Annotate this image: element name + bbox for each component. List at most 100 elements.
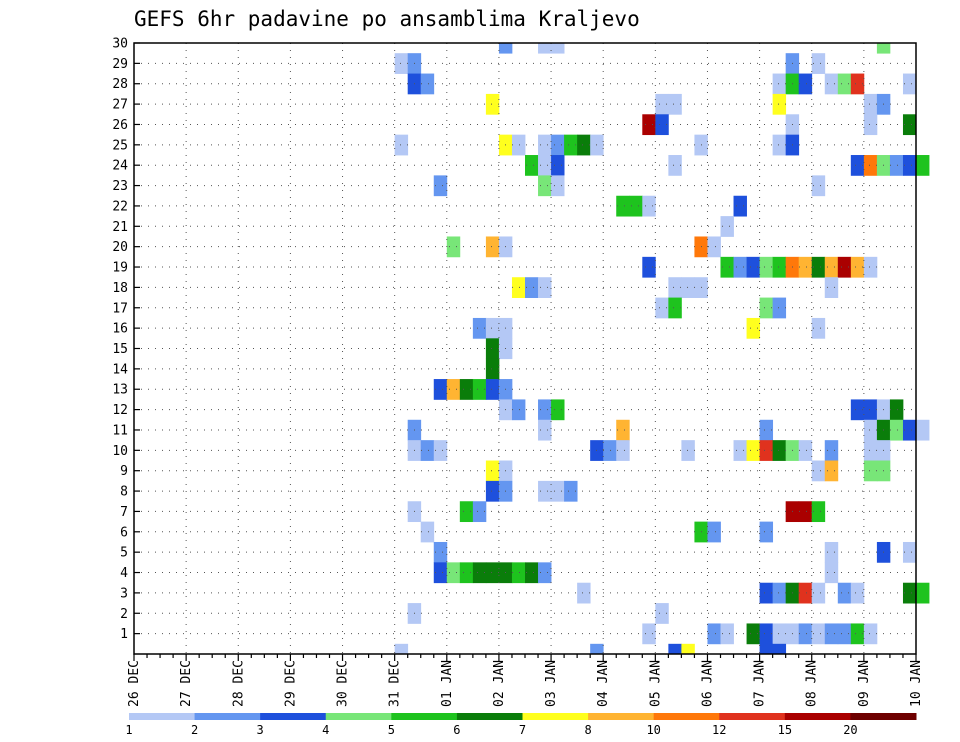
y-tick-label: 18 [112, 281, 128, 296]
legend-swatch [129, 713, 196, 720]
heatmap-cell [916, 155, 930, 176]
legend-label: 8 [584, 723, 591, 737]
heatmap-cell [889, 419, 904, 441]
heatmap-cell [902, 419, 917, 441]
heatmap-cell [824, 623, 839, 645]
heatmap-cell [772, 256, 787, 278]
heatmap-cell [902, 73, 917, 95]
heatmap-cell [902, 582, 917, 604]
x-tick-label: 07 JAN [753, 660, 768, 707]
y-tick-label: 22 [112, 199, 128, 214]
y-tick-label: 16 [112, 322, 128, 337]
legend-swatch [325, 713, 392, 720]
x-tick-label: 06 JAN [700, 660, 715, 707]
heatmap-cell [889, 399, 904, 421]
heatmap-cell [538, 43, 552, 54]
heatmap-cell [837, 256, 852, 278]
heatmap-cell [811, 317, 826, 339]
legend-swatch [653, 713, 720, 720]
x-tick-label: 30 DEC [336, 660, 351, 707]
heatmap-cell [759, 440, 774, 461]
heatmap-cell [772, 93, 787, 115]
y-tick-label: 14 [112, 362, 128, 377]
x-tick-label: 01 JAN [440, 660, 455, 707]
heatmap-cell [824, 460, 839, 482]
heatmap-cell [538, 155, 552, 176]
heatmap-cell [837, 582, 852, 604]
heatmap-cell [889, 155, 904, 176]
heatmap-cell [720, 256, 734, 278]
y-tick-label: 20 [112, 240, 128, 255]
legend-label: 3 [257, 723, 264, 737]
x-tick-label: 09 JAN [857, 660, 872, 707]
heatmap-cell [707, 236, 721, 258]
legend-swatch [194, 713, 261, 720]
x-tick-label: 02 JAN [492, 660, 507, 707]
heatmap-cell [837, 623, 852, 645]
y-axis: 1234567891011121314151617181920212223242… [112, 37, 140, 642]
heatmap-cell [538, 277, 552, 298]
heatmap-cell [759, 521, 774, 543]
heatmap-cell [772, 582, 787, 604]
heatmap-cell [446, 379, 461, 400]
legend-swatch [522, 713, 589, 720]
heatmap-cell [850, 73, 865, 95]
legend-swatch [588, 713, 655, 720]
heatmap-cell [824, 541, 839, 563]
heatmap-cell [485, 562, 500, 584]
y-tick-label: 19 [112, 261, 128, 276]
heatmap-cell [472, 501, 487, 523]
y-tick-label: 28 [112, 77, 128, 92]
heatmap-cell [446, 562, 461, 584]
heatmap-cell [863, 440, 878, 461]
legend-swatch [391, 713, 458, 720]
heatmap-cell [433, 379, 448, 400]
heatmap-cell [485, 338, 500, 360]
heatmap-cell [668, 277, 682, 298]
heatmap-cell [733, 440, 747, 461]
heatmap-cell [850, 623, 865, 645]
heatmap-cell [824, 256, 839, 278]
y-tick-label: 10 [112, 444, 128, 459]
legend-label: 4 [322, 723, 329, 737]
heatmap-cell [394, 643, 409, 655]
heatmap-cell [538, 480, 552, 502]
heatmap-cell [590, 643, 604, 655]
heatmap-cell [798, 256, 813, 278]
y-tick-label: 29 [112, 57, 128, 72]
heatmap-cell [525, 155, 539, 176]
heatmap-cell [902, 114, 917, 136]
y-tick-label: 13 [112, 383, 128, 398]
x-tick-label: 27 DEC [179, 660, 194, 707]
heatmap-cell [629, 195, 643, 217]
heatmap-cell [811, 256, 826, 278]
heatmap-cell [720, 216, 734, 237]
heatmap-cell [511, 277, 526, 298]
legend-label: 20 [843, 723, 857, 737]
y-tick-label: 1 [120, 627, 128, 642]
y-tick-label: 21 [112, 220, 128, 235]
heatmap-cell [850, 256, 865, 278]
heatmap-cells [394, 43, 930, 655]
heatmap-cell [837, 73, 852, 95]
heatmap-cell [655, 93, 669, 115]
heatmap-cell [551, 175, 565, 197]
y-tick-label: 6 [120, 525, 128, 540]
heatmap-cell [798, 582, 813, 604]
heatmap-cell [485, 93, 500, 115]
heatmap-cell [538, 175, 552, 197]
heatmap-cell [811, 460, 826, 482]
heatmap-cell [485, 317, 500, 339]
heatmap-cell [577, 134, 591, 156]
heatmap-cell [681, 277, 695, 298]
heatmap-cell [655, 297, 669, 319]
heatmap-cell [876, 43, 891, 54]
y-tick-label: 7 [120, 505, 128, 520]
y-tick-label: 8 [120, 485, 128, 500]
x-tick-label: 31 DEC [388, 660, 403, 707]
x-tick-label: 08 JAN [805, 660, 820, 707]
heatmap-cell [538, 562, 552, 584]
heatmap-cell [759, 419, 774, 441]
y-tick-label: 17 [112, 301, 128, 316]
